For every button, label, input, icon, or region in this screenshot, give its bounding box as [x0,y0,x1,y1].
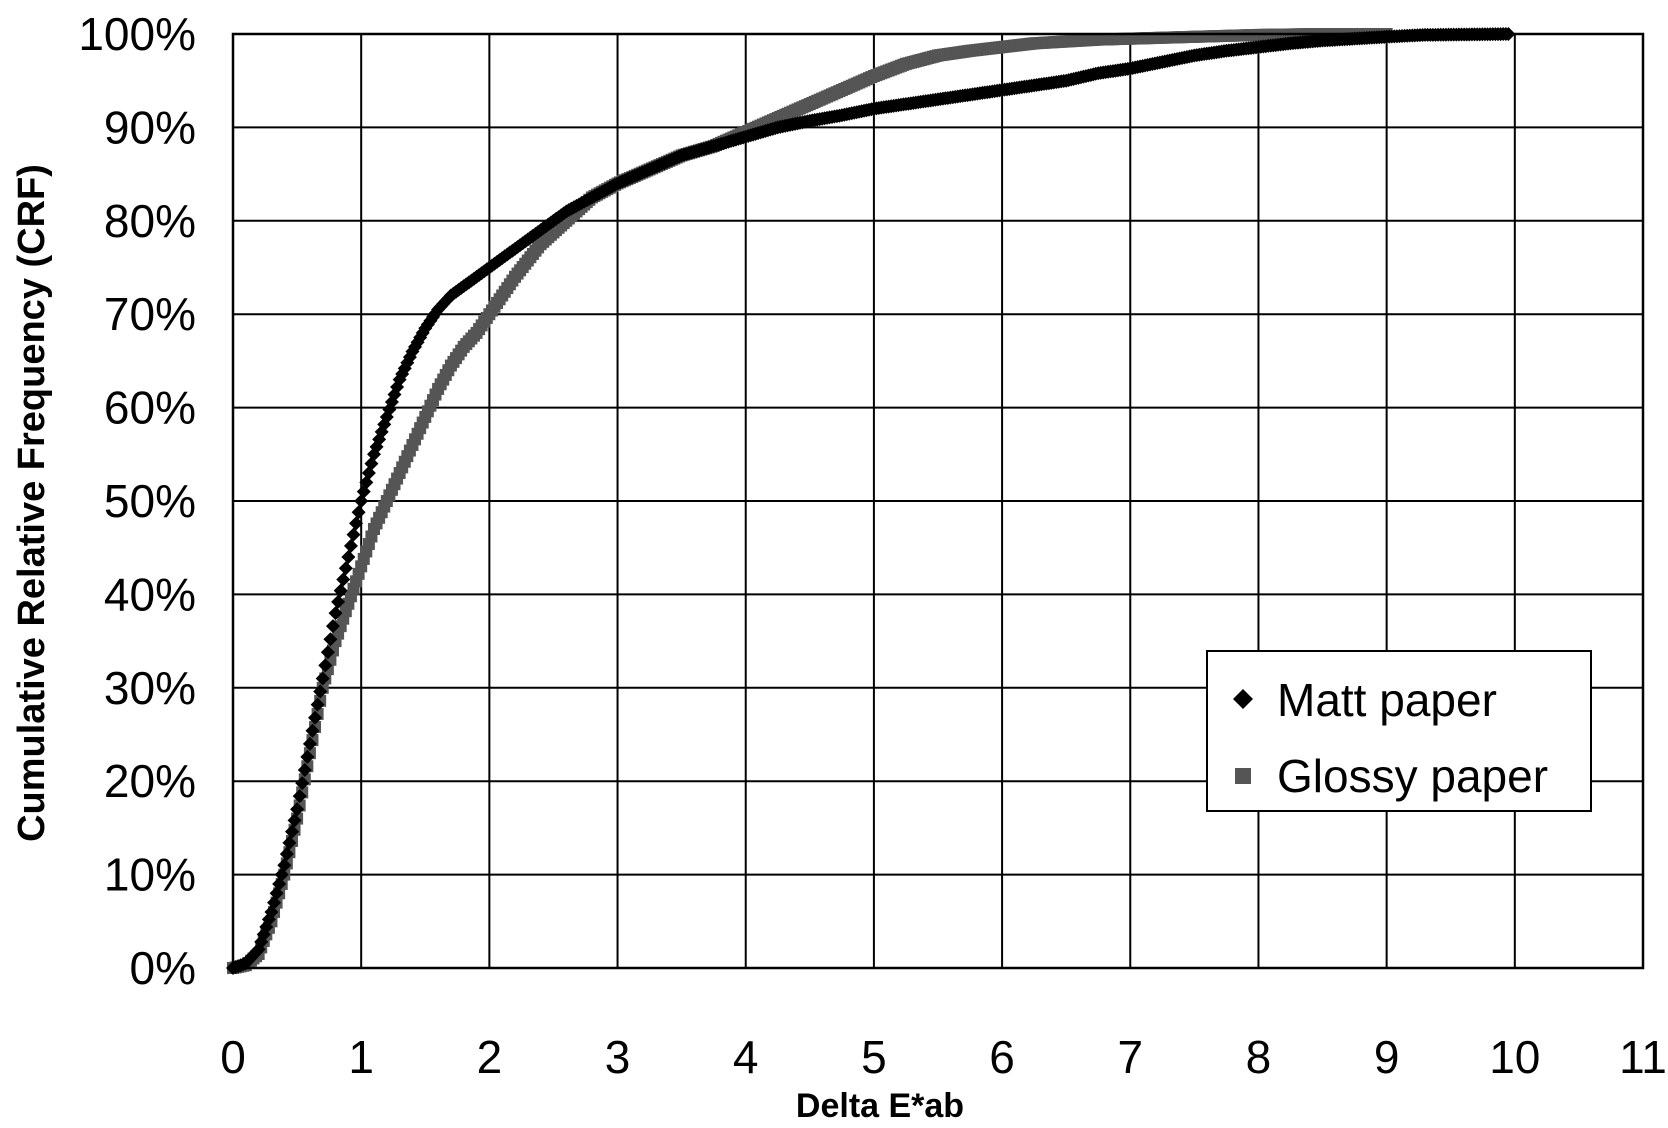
y-axis-title: Cumulative Relative Frequency (CRF) [11,164,53,842]
data-point-matt [305,723,320,738]
series-matt-paper [226,27,1516,975]
plot-frame [231,32,1645,970]
x-tick-label: 3 [605,1031,631,1083]
y-tick-label: 90% [104,101,196,153]
data-point-matt [313,684,328,699]
data-point-matt [310,697,325,712]
x-axis-title: Delta E*ab [796,1087,964,1125]
y-tick-label: 20% [104,755,196,807]
data-point-matt [336,572,351,587]
x-tick-label: 8 [1246,1031,1272,1083]
series-layer [226,27,1516,975]
data-point-matt [341,550,356,565]
data-point-matt [284,824,299,839]
legend-marker-matt [1233,689,1253,709]
data-point-matt [351,505,366,520]
data-point-matt [292,789,307,804]
x-tick-label: 10 [1489,1031,1540,1083]
y-tick-label: 50% [104,475,196,527]
data-point-matt [282,835,297,850]
data-point-matt [318,658,333,673]
data-point-matt [290,802,305,817]
x-tick-label: 1 [348,1031,374,1083]
data-point-matt [302,736,317,751]
data-point-matt [320,645,335,660]
data-point-matt [343,538,358,553]
legend-label-glossy: Glossy paper [1277,750,1548,802]
y-tick-label: 30% [104,662,196,714]
data-point-matt [323,632,338,647]
y-tick-label: 10% [104,849,196,901]
data-point-matt [331,594,346,609]
x-tick-label: 0 [220,1031,246,1083]
x-tick-label: 7 [1117,1031,1143,1083]
y-tick-label: 60% [104,382,196,434]
data-point-matt [297,762,312,777]
y-tick-label: 40% [104,568,196,620]
data-point-matt [338,561,353,576]
y-tick-label: 0% [130,942,196,994]
y-tick-label: 70% [104,288,196,340]
x-tick-label: 11 [1619,1031,1667,1083]
data-point-matt [300,749,315,764]
data-point-matt [295,776,310,791]
data-point-matt [346,527,361,542]
data-point-matt [287,813,302,828]
legend-box [1206,650,1592,812]
data-point-matt [277,858,292,873]
data-point-matt [279,847,294,862]
x-tick-label: 9 [1374,1031,1400,1083]
grid [232,33,1644,969]
x-tick-label: 6 [989,1031,1015,1083]
data-point-matt [308,710,323,725]
data-point-matt [349,516,364,531]
legend: Matt paper Glossy paper [1206,650,1592,812]
data-point-matt [333,583,348,598]
x-tick-label: 5 [861,1031,887,1083]
y-tick-label: 80% [104,195,196,247]
x-tick-labels: 0 1 2 3 4 5 6 7 8 9 10 11 [220,1031,1667,1083]
data-point-matt [325,619,340,634]
x-tick-label: 4 [733,1031,759,1083]
y-tick-labels: 0% 10% 20% 30% 40% 50% 60% 70% 80% 90% 100% [78,8,196,994]
y-tick-label: 100% [78,8,196,60]
x-tick-label: 2 [477,1031,503,1083]
data-point-matt [328,606,343,621]
legend-label-matt: Matt paper [1277,674,1497,726]
legend-marker-glossy [1235,768,1251,784]
data-point-matt [315,671,330,686]
